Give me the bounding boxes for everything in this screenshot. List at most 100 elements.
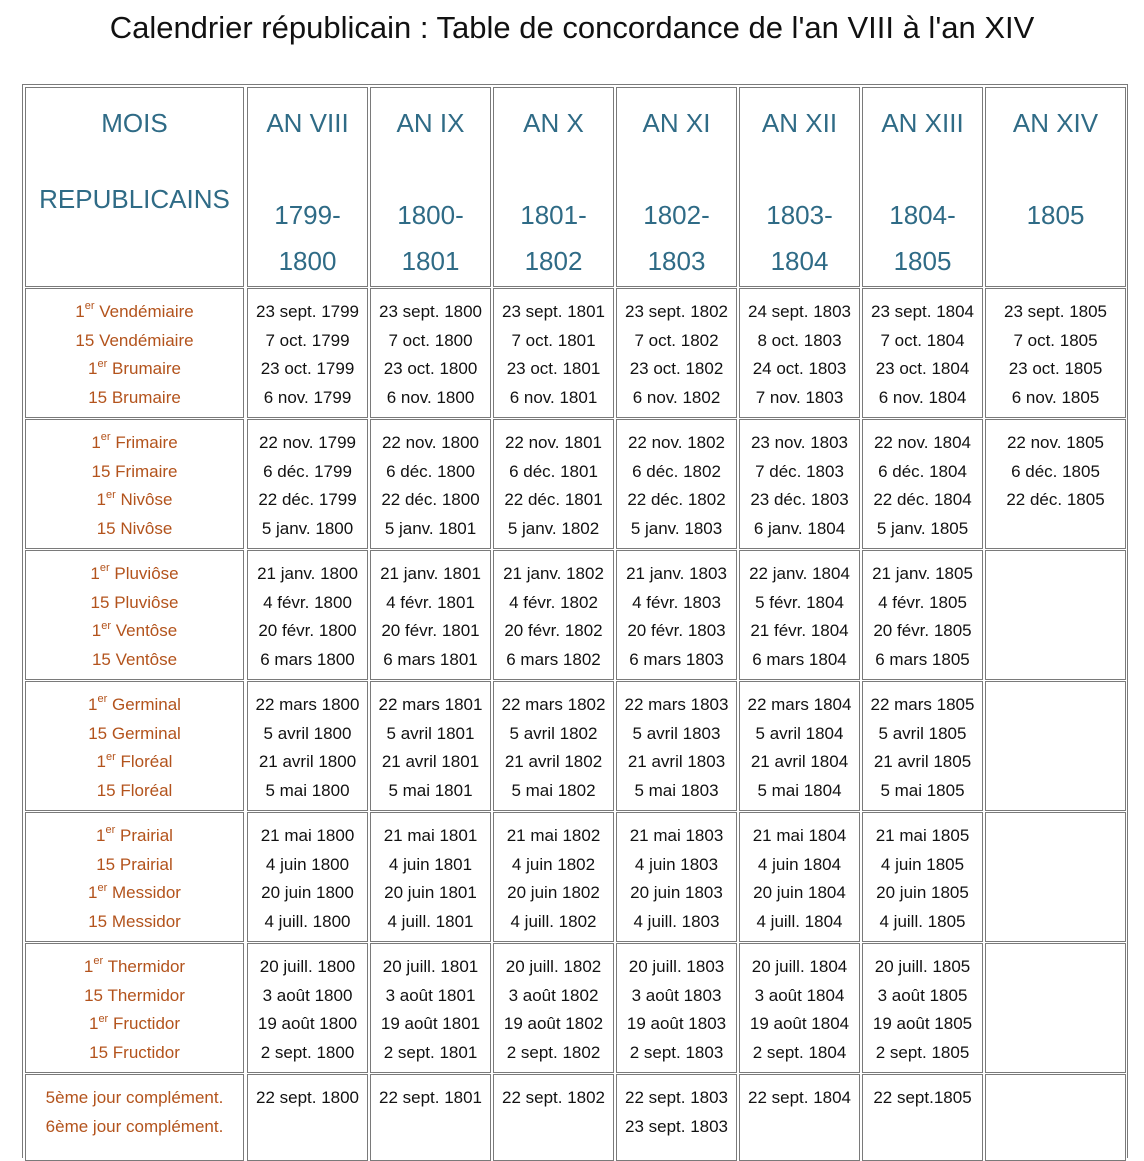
gregorian-date: 6 janv. 1804 (753, 519, 846, 539)
header-an: AN XIV (1012, 108, 1099, 138)
month-day: 1 (96, 490, 106, 510)
gregorian-date: 6 mars 1801 (383, 650, 478, 670)
gregorian-date: 23 oct. 1804 (875, 359, 970, 379)
month-label: 6ème jour complément. (46, 1113, 224, 1142)
month-label: 15 Prairial (96, 851, 173, 880)
month-group-1: 1er Vendémiaire 15 Vendémiaire 1er Brumair… (25, 288, 244, 418)
month-day: 15 (84, 985, 104, 1005)
gregorian-date: 22 déc. 1800 (381, 490, 480, 510)
gregorian-date: 5 avril 1804 (755, 723, 844, 743)
gregorian-date: 21 janv. 1803 (626, 564, 727, 583)
month-day: 1 (90, 564, 100, 583)
month-day: 15 (88, 388, 108, 408)
ordinal-suffix: er (97, 357, 108, 370)
month-group-3: 1er Pluviôse 15 Pluviôse 1er Ventôse 15 Ven… (25, 550, 244, 680)
month-label: 1er Messidor (88, 879, 181, 908)
header-an: AN XI (642, 108, 711, 138)
gregorian-date: 5 mai 1804 (757, 781, 842, 801)
month-day: 15 (90, 592, 110, 612)
gregorian-date: 6 nov. 1800 (386, 388, 475, 408)
gregorian-date: 21 janv. 1800 (257, 564, 358, 583)
gregorian-date: 22 sept. 1801 (378, 1088, 483, 1107)
gregorian-date: 4 juin 1802 (511, 854, 596, 874)
gregorian-date: 6 déc. 1800 (386, 461, 475, 481)
gregorian-date: 5 janv. 1801 (384, 519, 477, 539)
gregorian-date: 21 avril 1800 (258, 752, 357, 772)
header-year-end: 1805 (893, 246, 952, 276)
gregorian-date: 3 août 1803 (631, 985, 722, 1005)
gregorian-date: 20 juill. 1804 (751, 957, 848, 976)
gregorian-date: 6 nov. 1804 (878, 388, 967, 408)
gregorian-date: 19 août 1802 (503, 1014, 604, 1034)
gregorian-date: 3 août 1804 (754, 985, 845, 1005)
gregorian-date: 22 sept. 1803 (624, 1088, 729, 1107)
gregorian-date: 5 mai 1802 (511, 781, 596, 801)
header-year-start: 1801- (520, 200, 587, 230)
date-cell (985, 681, 1126, 811)
month-name: Vendémiaire (99, 330, 194, 350)
date-cell: 22 sept. 1803 23 sept. 1803 (616, 1074, 737, 1161)
gregorian-date: 20 juill. 1805 (874, 957, 971, 976)
gregorian-date: 6 déc. 1801 (509, 461, 598, 481)
month-name: Frimaire (115, 433, 178, 452)
gregorian-date: 22 mars 1800 (255, 695, 360, 714)
gregorian-date: 4 juill. 1800 (264, 912, 351, 932)
gregorian-date: 4 juin 1803 (634, 854, 719, 874)
month-label: 15 Messidor (88, 908, 181, 937)
month-label: 1er Prairial (96, 822, 173, 851)
month-day: 15 (96, 781, 116, 801)
date-cell: 21 janv. 1802 4 févr. 1802 20 févr. 1802 6 … (493, 550, 614, 680)
header-an: AN XIII (881, 108, 964, 138)
header-year-start: 1803- (766, 200, 833, 230)
date-cell (985, 943, 1126, 1073)
month-name: Messidor (111, 912, 181, 932)
gregorian-date: 21 avril 1802 (504, 752, 603, 772)
month-name: Messidor (112, 883, 181, 903)
gregorian-date: 22 mars 1805 (870, 695, 975, 714)
month-day: 15 (75, 330, 95, 350)
ordinal-suffix: er (101, 619, 112, 632)
date-cell: 20 juill. 1804 3 août 1804 19 août 1804 2 s… (739, 943, 860, 1073)
date-cell: 23 sept. 1799 7 oct. 1799 23 oct. 1799 6 no… (247, 288, 368, 418)
gregorian-date: 21 févr. 1804 (750, 621, 849, 641)
gregorian-date: 23 sept. 1799 (255, 302, 360, 321)
date-cell: 23 sept. 1801 7 oct. 1801 23 oct. 1801 6 no… (493, 288, 614, 418)
month-name: Brumaire (112, 359, 181, 379)
month-name: Prairial (119, 854, 173, 874)
gregorian-date: 7 nov. 1803 (755, 388, 844, 408)
date-cell: 22 mars 1800 5 avril 1800 21 avril 1800 5 m… (247, 681, 368, 811)
month-day: 1 (91, 621, 102, 641)
date-cell: 21 mai 1805 4 juin 1805 20 juin 1805 4 juil… (862, 812, 983, 942)
date-cell: 20 juill. 1802 3 août 1802 19 août 1802 2 s… (493, 943, 614, 1073)
gregorian-date: 5 mai 1800 (265, 781, 350, 801)
gregorian-date: 6 déc. 1802 (632, 461, 721, 481)
gregorian-date: 5 avril 1802 (509, 723, 598, 743)
date-cell: 22 sept. 1802 (493, 1074, 614, 1161)
gregorian-date: 19 août 1801 (380, 1014, 481, 1034)
gregorian-date: 4 févr. 1803 (632, 592, 721, 612)
gregorian-date: 22 nov. 1804 (873, 433, 972, 452)
ordinal-suffix: er (84, 300, 95, 313)
month-day: 15 (91, 650, 111, 670)
date-cell: 21 janv. 1805 4 févr. 1805 20 févr. 1805 6 … (862, 550, 983, 680)
gregorian-date: 4 févr. 1800 (263, 592, 352, 612)
header-mois: MOIS REPUBLICAINS (25, 87, 244, 287)
month-name: Vendémiaire (99, 302, 194, 321)
month-day: 15 (88, 912, 108, 932)
header-year-end: 1801 (401, 246, 460, 276)
date-cell: 22 janv. 1804 5 févr. 1804 21 févr. 1804 6 … (739, 550, 860, 680)
gregorian-date: 20 févr. 1803 (627, 621, 726, 641)
gregorian-date: 23 oct. 1801 (506, 359, 601, 379)
month-day: 1 (83, 957, 94, 976)
gregorian-date: 20 juin 1802 (507, 883, 600, 903)
gregorian-date: 6 déc. 1799 (263, 461, 352, 481)
gregorian-date: 7 oct. 1799 (265, 330, 350, 350)
gregorian-date: 5 mai 1803 (634, 781, 719, 801)
gregorian-date: 22 nov. 1799 (258, 433, 357, 452)
gregorian-date: 20 juill. 1800 (259, 957, 356, 976)
month-name: Thermidor (107, 985, 185, 1005)
gregorian-date: 21 mai 1805 (875, 826, 970, 845)
month-day: 15 (96, 519, 116, 539)
gregorian-date: 23 sept. 1801 (501, 302, 606, 321)
gregorian-date: 24 sept. 1803 (747, 302, 852, 321)
